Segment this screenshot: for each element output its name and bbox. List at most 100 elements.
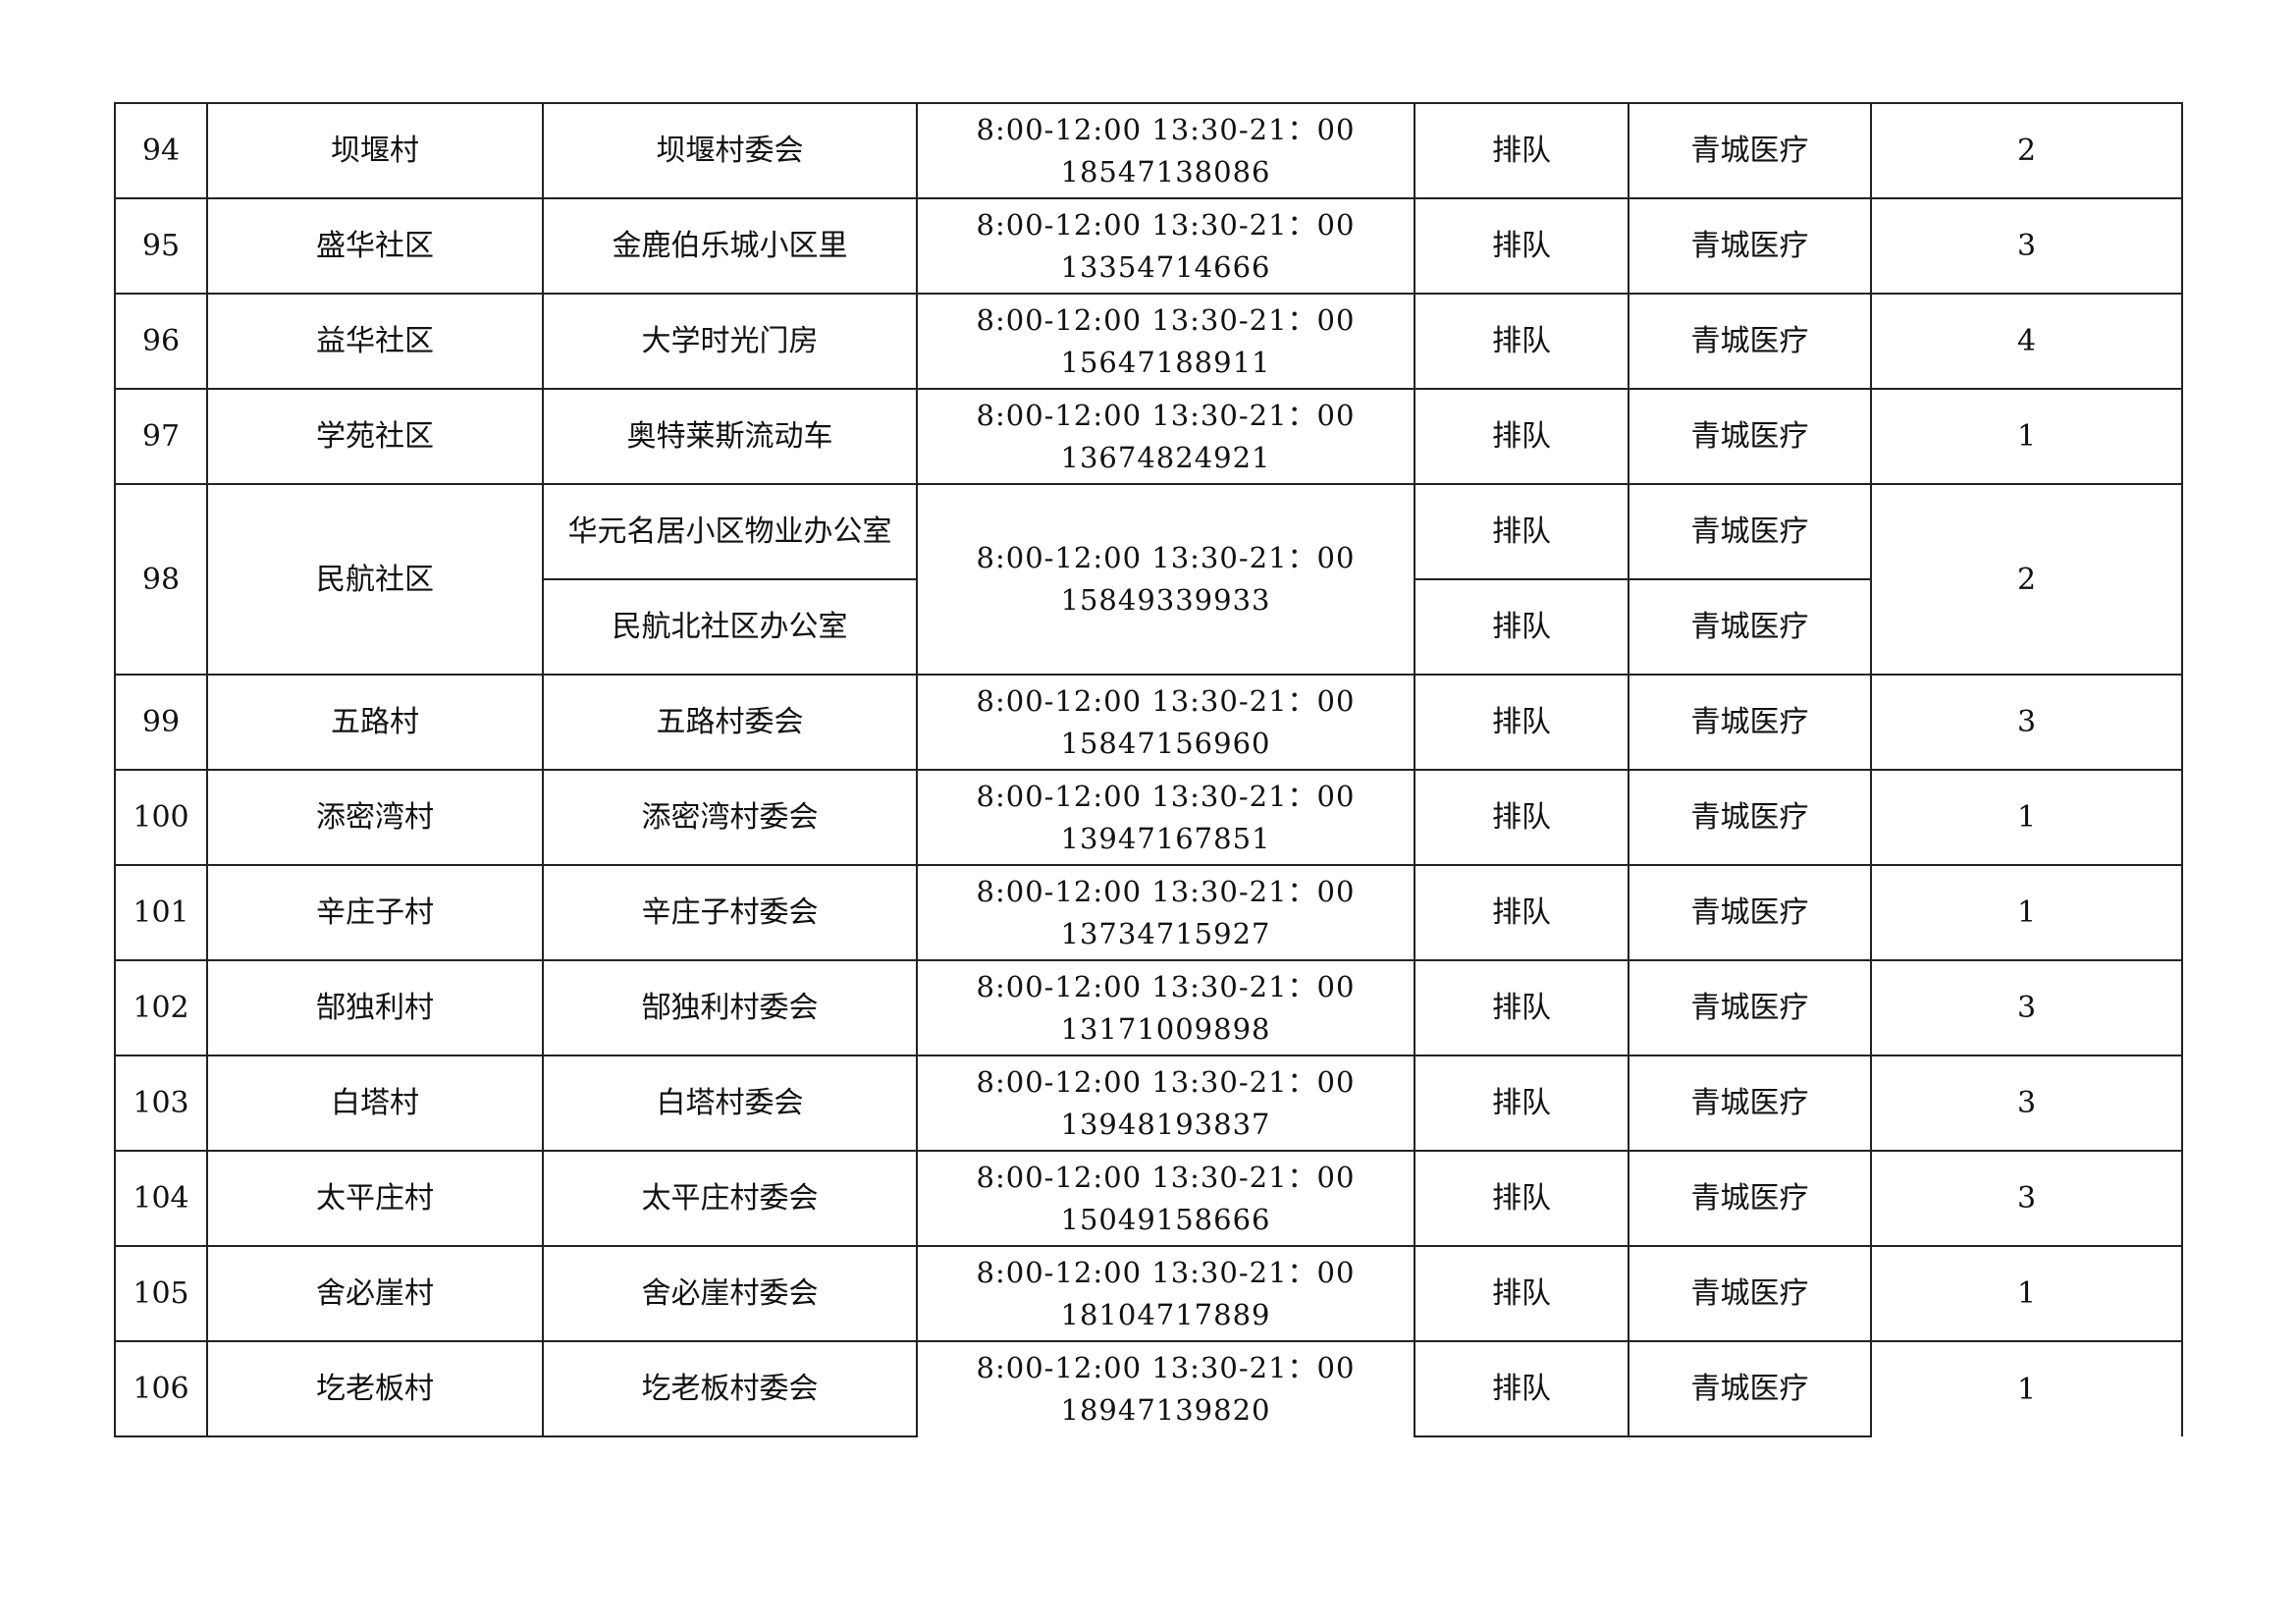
row-number: 97 — [114, 388, 208, 485]
area-name: 白塔村 — [206, 1055, 544, 1152]
area-name: 五路村 — [206, 674, 544, 771]
row-number: 101 — [114, 864, 208, 961]
table-row: 94 坝堰村 坝堰村委会 8:00-12:00 13:30-21：00 18547138… — [114, 102, 2183, 199]
hours-phone-cell: 8:00-12:00 13:30-21：00 15847156960 — [916, 674, 1415, 771]
area-name: 太平庄村 — [206, 1150, 544, 1247]
sampling-mode: 排队 — [1414, 388, 1629, 485]
contact-phone: 15849339933 — [1060, 583, 1271, 617]
contact-phone: 13354714666 — [1060, 249, 1271, 284]
site-name: 添密湾村委会 — [542, 769, 918, 866]
sampling-point-count: 1 — [1870, 1340, 2183, 1436]
sampling-mode: 排队 — [1414, 483, 1629, 580]
table-row: 96 益华社区 大学时光门房 8:00-12:00 13:30-21：00 156471… — [114, 293, 2183, 390]
area-name: 益华社区 — [206, 293, 544, 390]
site-name: 奥特莱斯流动车 — [542, 388, 918, 485]
sampling-point-count: 3 — [1870, 674, 2183, 771]
hours-phone-cell: 8:00-12:00 13:30-21：00 18547138086 — [916, 102, 1415, 199]
sampling-mode: 排队 — [1414, 864, 1629, 961]
hours-phone-cell: 8:00-12:00 13:30-21：00 18947139820 — [916, 1340, 1415, 1436]
hours-phone-cell: 8:00-12:00 13:30-21：00 13948193837 — [916, 1055, 1415, 1152]
row-number: 102 — [114, 959, 208, 1056]
contact-phone: 15647188911 — [1060, 345, 1271, 379]
site-name: 郜独利村委会 — [542, 959, 918, 1056]
row-number: 99 — [114, 674, 208, 771]
contact-phone: 15847156960 — [1060, 726, 1271, 760]
sampling-point-count: 2 — [1870, 102, 2183, 199]
medical-org: 青城医疗 — [1628, 578, 1872, 676]
medical-org: 青城医疗 — [1628, 674, 1872, 771]
sampling-point-count: 1 — [1870, 1245, 2183, 1342]
hours-phone-cell: 8:00-12:00 13:30-21：00 13674824921 — [916, 388, 1415, 485]
row-number: 100 — [114, 769, 208, 866]
table-row: 民航北社区办公室 排队 青城医疗 — [115, 578, 2182, 676]
row-number: 94 — [114, 102, 208, 199]
sampling-mode: 排队 — [1414, 1150, 1629, 1247]
table-row: 99 五路村 五路村委会 8:00-12:00 13:30-21：00 15847156… — [114, 674, 2183, 771]
medical-org: 青城医疗 — [1628, 102, 1872, 199]
site-name: 舍必崖村委会 — [542, 1245, 918, 1342]
row-number: 106 — [114, 1340, 208, 1437]
hours-phone-cell: 8:00-12:00 13:30-21：00 18104717889 — [916, 1245, 1415, 1342]
row-number: 96 — [114, 293, 208, 390]
sampling-point-count: 3 — [1870, 1150, 2183, 1247]
site-name: 白塔村委会 — [542, 1055, 918, 1152]
service-hours: 8:00-12:00 13:30-21：00 — [976, 683, 1356, 718]
medical-org: 青城医疗 — [1628, 959, 1872, 1056]
service-hours: 8:00-12:00 13:30-21：00 — [976, 398, 1356, 432]
site-name: 大学时光门房 — [542, 293, 918, 390]
table-row: 97 学苑社区 奥特莱斯流动车 8:00-12:00 13:30-21：00 13674… — [114, 388, 2183, 485]
sampling-point-count: 2 — [1870, 483, 2183, 676]
contact-phone: 13734715927 — [1060, 916, 1271, 950]
hours-phone-cell: 8:00-12:00 13:30-21：00 13947167851 — [916, 769, 1415, 866]
service-hours: 8:00-12:00 13:30-21：00 — [976, 302, 1356, 337]
sampling-mode: 排队 — [1414, 1245, 1629, 1342]
contact-phone: 18947139820 — [1060, 1393, 1271, 1427]
contact-phone: 13948193837 — [1060, 1107, 1271, 1141]
row-number: 103 — [114, 1055, 208, 1152]
sampling-mode: 排队 — [1414, 197, 1629, 295]
site-name: 坝堰村委会 — [542, 102, 918, 199]
row-number: 104 — [114, 1150, 208, 1247]
service-hours: 8:00-12:00 13:30-21：00 — [976, 1351, 1356, 1384]
sampling-point-count: 3 — [1870, 1055, 2183, 1152]
service-hours: 8:00-12:00 13:30-21：00 — [976, 1255, 1356, 1289]
testing-sites-table: 94 坝堰村 坝堰村委会 8:00-12:00 13:30-21：00 18547138… — [114, 102, 2183, 1437]
table-row: 105 舍必崖村 舍必崖村委会 8:00-12:00 13:30-21：00 18104… — [114, 1245, 2183, 1342]
row-number: 105 — [114, 1245, 208, 1342]
service-hours: 8:00-12:00 13:30-21：00 — [976, 874, 1356, 908]
service-hours: 8:00-12:00 13:30-21：00 — [976, 541, 1356, 574]
medical-org: 青城医疗 — [1628, 864, 1872, 961]
medical-org: 青城医疗 — [1628, 1340, 1872, 1437]
site-name: 太平庄村委会 — [542, 1150, 918, 1247]
hours-phone-cell: 8:00-12:00 13:30-21：00 15647188911 — [916, 293, 1415, 390]
site-name: 华元名居小区物业办公室 — [542, 483, 918, 580]
site-name: 五路村委会 — [542, 674, 918, 771]
row-number: 98 — [114, 483, 208, 676]
contact-phone: 13947167851 — [1060, 821, 1271, 855]
sampling-mode: 排队 — [1414, 1340, 1629, 1437]
service-hours: 8:00-12:00 13:30-21：00 — [976, 779, 1356, 813]
contact-phone: 15049158666 — [1060, 1202, 1271, 1236]
medical-org: 青城医疗 — [1628, 388, 1872, 485]
contact-phone: 13171009898 — [1060, 1011, 1271, 1046]
medical-org: 青城医疗 — [1628, 293, 1872, 390]
table-row: 98 民航社区 华元名居小区物业办公室 8:00-12:00 13:30-21：00 1… — [114, 483, 2183, 676]
sampling-point-count: 1 — [1870, 864, 2183, 961]
medical-org: 青城医疗 — [1628, 1150, 1872, 1247]
table-row: 103 白塔村 白塔村委会 8:00-12:00 13:30-21：00 1394819… — [114, 1055, 2183, 1152]
area-name: 坝堰村 — [206, 102, 544, 199]
sampling-point-count: 4 — [1870, 293, 2183, 390]
site-name: 辛庄子村委会 — [542, 864, 918, 961]
hours-phone-cell: 8:00-12:00 13:30-21：00 13734715927 — [916, 864, 1415, 961]
hours-phone-cell: 8:00-12:00 13:30-21：00 15849339933 — [916, 483, 1415, 676]
medical-org: 青城医疗 — [1628, 1055, 1872, 1152]
service-hours: 8:00-12:00 13:30-21：00 — [976, 1160, 1356, 1194]
area-name: 盛华社区 — [206, 197, 544, 295]
site-name: 民航北社区办公室 — [542, 578, 918, 676]
table-row: 101 辛庄子村 辛庄子村委会 8:00-12:00 13:30-21：00 13734… — [114, 864, 2183, 961]
table-row: 102 郜独利村 郜独利村委会 8:00-12:00 13:30-21：00 13171… — [114, 959, 2183, 1056]
area-name: 郜独利村 — [206, 959, 544, 1056]
table-row: 95 盛华社区 金鹿伯乐城小区里 8:00-12:00 13:30-21：00 1335… — [114, 197, 2183, 295]
service-hours: 8:00-12:00 13:30-21：00 — [976, 1064, 1356, 1099]
sampling-point-count: 3 — [1870, 197, 2183, 295]
